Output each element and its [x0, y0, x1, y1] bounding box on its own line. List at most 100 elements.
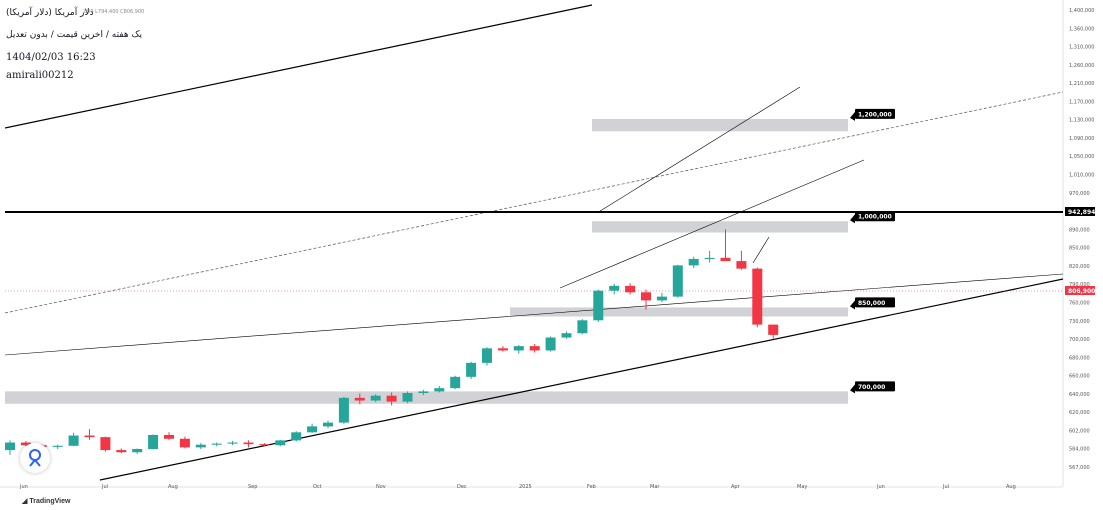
candle[interactable]: [148, 434, 159, 450]
candle-body: [529, 346, 540, 351]
candle[interactable]: [466, 361, 477, 379]
price-tick-label: 820,000: [1069, 264, 1090, 270]
candle-body: [52, 445, 63, 447]
price-tick-label: 790,000: [1069, 282, 1090, 288]
zone-price-tag[interactable]: 1,000,000: [850, 211, 895, 224]
support-zone[interactable]: [592, 221, 848, 233]
tradingview-brand[interactable]: ◢ TradingView: [22, 497, 70, 505]
candle-body: [116, 450, 127, 453]
legend-subtitle: یک هفته / اخرین قیمت / بدون تعدیل: [6, 30, 143, 40]
candle[interactable]: [768, 324, 779, 339]
candle[interactable]: [752, 267, 763, 328]
candle[interactable]: [418, 389, 429, 396]
time-tick-label: Apr: [731, 484, 741, 490]
price-tick-label: 1,170,000: [1069, 99, 1094, 105]
price-tick-label: 1,260,000: [1069, 63, 1094, 69]
candle[interactable]: [100, 436, 111, 452]
candle[interactable]: [164, 432, 174, 440]
candle-body: [386, 395, 397, 402]
candle[interactable]: [354, 393, 365, 405]
candle[interactable]: [641, 289, 651, 310]
time-tick-label: Aug: [1006, 484, 1016, 490]
candle-body: [593, 290, 604, 321]
candle[interactable]: [243, 440, 254, 448]
candle-body: [513, 346, 524, 351]
long-support-line[interactable]: [4, 273, 1064, 356]
zone-price-tag[interactable]: 1,200,000: [850, 108, 895, 121]
legend-author: amirali00212: [6, 70, 74, 81]
candle[interactable]: [561, 331, 572, 339]
lower-channel-line[interactable]: [99, 278, 1064, 481]
tag-background: [855, 108, 895, 119]
projection-line[interactable]: [752, 236, 770, 264]
price-tick-label: 1,010,000: [1069, 173, 1094, 179]
candle[interactable]: [323, 420, 333, 428]
candle[interactable]: [84, 429, 95, 440]
candle-body: [20, 442, 31, 446]
candle[interactable]: [529, 344, 540, 353]
rising-channel-top[interactable]: [596, 86, 801, 214]
candle[interactable]: [720, 229, 731, 262]
candle-body: [672, 265, 683, 297]
support-zone[interactable]: [5, 391, 848, 404]
candle[interactable]: [227, 440, 238, 446]
dashed-trendline[interactable]: [4, 91, 1064, 314]
legend-ohlc: 800 L794,400 C806,900: [84, 9, 145, 15]
candle-body: [195, 444, 206, 448]
candle-body: [688, 258, 699, 266]
candle[interactable]: [275, 439, 286, 447]
candle[interactable]: [482, 347, 492, 366]
candle[interactable]: [736, 250, 747, 270]
time-tick-label: 2025: [519, 484, 532, 490]
candle-body: [434, 388, 445, 392]
candle[interactable]: [195, 443, 206, 449]
candle[interactable]: [68, 432, 79, 447]
price-tick-label: 567,000: [1069, 465, 1090, 471]
candle[interactable]: [307, 423, 318, 433]
candle[interactable]: [179, 436, 190, 449]
candle[interactable]: [704, 250, 715, 263]
price-tick-label: 1,210,000: [1069, 81, 1094, 87]
candle[interactable]: [672, 264, 683, 298]
candle[interactable]: [497, 346, 508, 352]
candle[interactable]: [291, 431, 302, 442]
candle[interactable]: [513, 345, 524, 354]
candle[interactable]: [450, 375, 461, 390]
candle[interactable]: [211, 442, 222, 447]
candle[interactable]: [402, 391, 413, 404]
brand-label: TradingView: [29, 498, 71, 505]
tag-background: [855, 211, 895, 222]
support-zone[interactable]: [592, 118, 848, 132]
candle[interactable]: [259, 443, 270, 447]
candle[interactable]: [386, 392, 397, 406]
price-tick-label: 1,130,000: [1069, 118, 1094, 124]
support-zone[interactable]: [510, 307, 848, 317]
zone-price-tag[interactable]: 850,000: [850, 297, 895, 310]
candle[interactable]: [688, 256, 699, 269]
zone-price-tag[interactable]: 700,000: [850, 381, 895, 394]
candle[interactable]: [625, 283, 636, 295]
tag-text: 1,200,000: [858, 111, 892, 118]
candle[interactable]: [545, 336, 556, 352]
candle[interactable]: [577, 319, 588, 335]
candle[interactable]: [370, 394, 381, 403]
rising-channel-bottom[interactable]: [559, 159, 865, 289]
candle[interactable]: [434, 386, 445, 393]
candle[interactable]: [52, 444, 63, 449]
candle-body: [497, 348, 508, 351]
location-pin-icon: [29, 449, 41, 467]
candle[interactable]: [5, 440, 15, 455]
author-logo-button[interactable]: [20, 443, 50, 473]
candle[interactable]: [609, 283, 620, 295]
upper-channel-line[interactable]: [4, 4, 593, 129]
candle[interactable]: [116, 448, 127, 454]
candle-body: [561, 333, 572, 338]
candle-body: [736, 261, 747, 269]
candle[interactable]: [593, 289, 604, 322]
candle[interactable]: [656, 292, 667, 302]
candle[interactable]: [132, 448, 143, 454]
candle[interactable]: [338, 396, 349, 424]
time-tick-label: Jul: [942, 484, 949, 490]
